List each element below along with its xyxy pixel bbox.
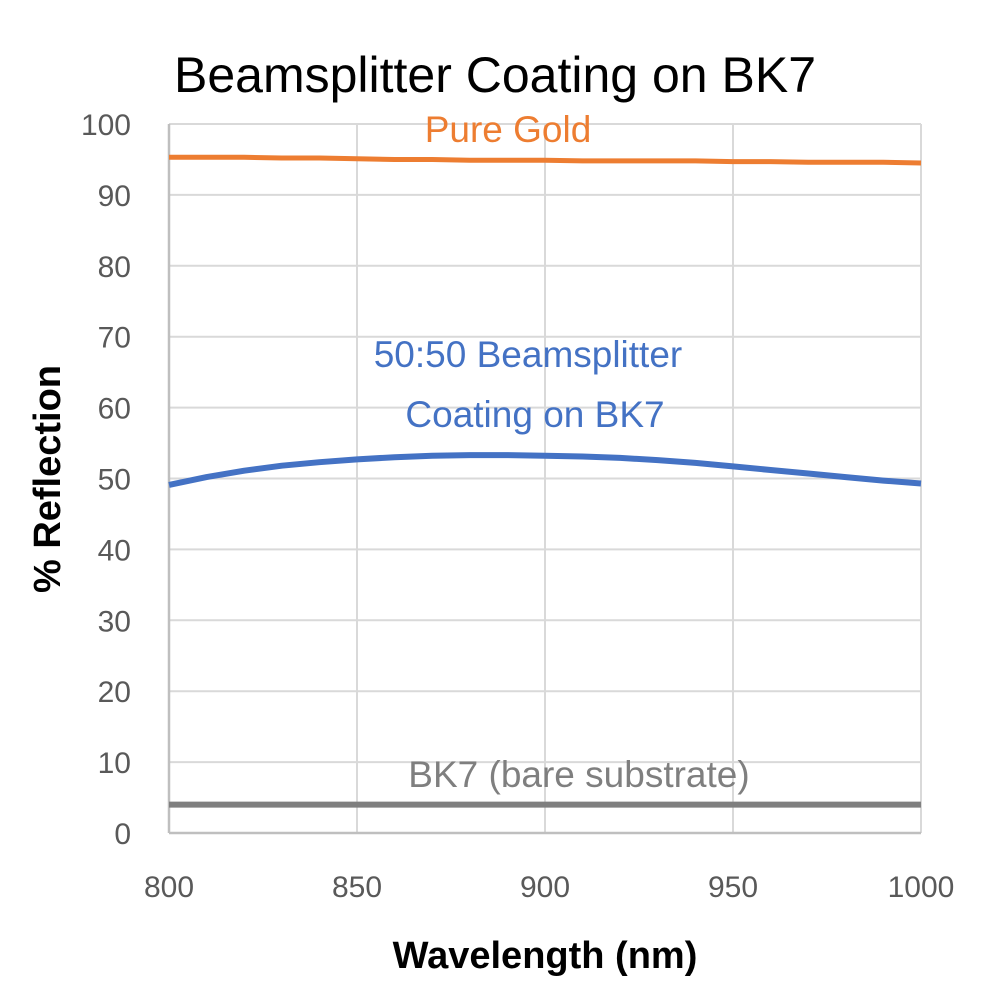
y-tick-label-90: 90 <box>98 180 131 213</box>
x-axis-title: Wavelength (nm) <box>393 935 698 977</box>
series-line-50-50-beamsplitter-coating-on-bk7 <box>168 452 922 488</box>
annotation-beamsplitter-line2: Coating on BK7 <box>405 394 664 435</box>
grid <box>167 123 922 835</box>
x-tick-label-900: 900 <box>520 871 570 904</box>
x-tick-label-850: 850 <box>332 871 382 904</box>
x-tick-label-1000: 1000 <box>888 871 955 904</box>
y-tick-label-100: 100 <box>81 109 131 142</box>
y-tick-label-60: 60 <box>98 393 131 426</box>
y-tick-label-40: 40 <box>98 534 131 567</box>
y-tick-label-50: 50 <box>98 464 131 497</box>
y-tick-label-30: 30 <box>98 605 131 638</box>
y-tick-label-70: 70 <box>98 322 131 355</box>
annotation-pure-gold: Pure Gold <box>425 109 592 150</box>
annotations: Pure Gold 50:50 Beamsplitter Coating on … <box>374 109 750 795</box>
x-tick-label-950: 950 <box>708 871 758 904</box>
y-tick-label-0: 0 <box>114 818 131 851</box>
annotation-beamsplitter-line1: 50:50 Beamsplitter <box>374 334 683 375</box>
y-tick-label-80: 80 <box>98 251 131 284</box>
y-tick-labels: 0 10 20 30 40 50 60 70 80 90 100 <box>81 109 131 851</box>
y-tick-label-10: 10 <box>98 747 131 780</box>
chart-title: Beamsplitter Coating on BK7 <box>174 47 816 103</box>
x-tick-labels: 800 850 900 950 1000 <box>144 871 954 904</box>
x-tick-label-800: 800 <box>144 871 194 904</box>
annotation-bk7-substrate: BK7 (bare substrate) <box>408 754 749 795</box>
series-line-pure-gold <box>169 154 922 166</box>
y-tick-label-20: 20 <box>98 676 131 709</box>
y-axis-title: % Reflection <box>27 365 69 593</box>
series-lines <box>168 154 922 808</box>
